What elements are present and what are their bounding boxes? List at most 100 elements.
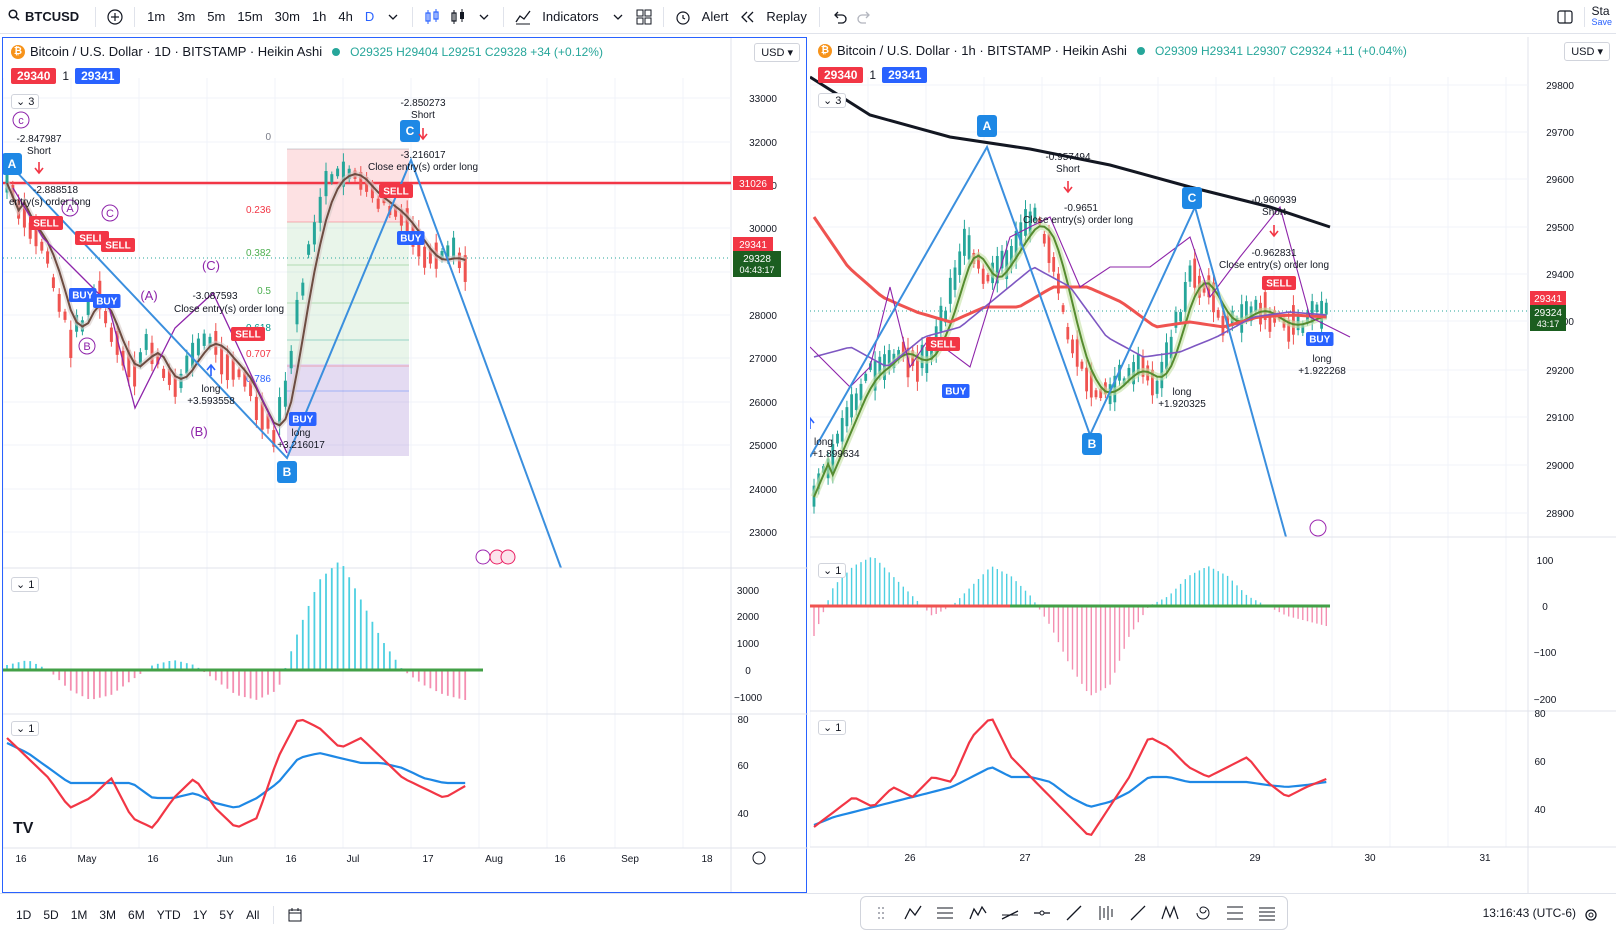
bars-pattern-icon[interactable] <box>1094 900 1118 926</box>
range-5y[interactable]: 5Y <box>219 908 235 922</box>
redo-icon[interactable] <box>852 4 878 30</box>
indicators-collapse-button[interactable]: ⌄ 3 <box>11 94 40 109</box>
rsi-collapse-button[interactable]: ⌄ 1 <box>11 721 40 736</box>
left-chart-canvas[interactable]: 3300032000310003000029000280002700026000… <box>3 38 808 892</box>
chevron-down-icon[interactable] <box>605 4 631 30</box>
candle-body <box>127 349 131 378</box>
interval-30m[interactable]: 30m <box>274 8 300 24</box>
rsi-collapse-button[interactable]: ⌄ 1 <box>818 720 847 735</box>
alarm-clock-icon[interactable] <box>670 4 696 30</box>
fib-level-label: 0.5 <box>257 286 271 297</box>
short-value-text: -0.957494 <box>1045 152 1090 163</box>
time-axis-label: May <box>78 854 97 865</box>
indicators-button[interactable]: Indicators <box>542 8 599 24</box>
short-label-text: Short <box>1056 164 1080 175</box>
lines-tool-icon[interactable] <box>933 900 957 926</box>
sell-signal-badge <box>926 337 960 351</box>
macd-axis-label: 2000 <box>737 612 760 623</box>
candle-body <box>237 369 241 378</box>
candle-body <box>1287 320 1291 342</box>
price-axis-label: 23000 <box>749 528 777 539</box>
replay-button[interactable]: Replay <box>766 8 807 24</box>
buy-signal-badge-text: BUY <box>96 297 117 308</box>
range-3m[interactable]: 3M <box>99 908 117 922</box>
candles-icon[interactable] <box>419 4 445 30</box>
price-axis-label: 28900 <box>1546 509 1574 520</box>
buy-price-button[interactable]: 29341 <box>75 68 121 84</box>
interval-d[interactable]: D <box>364 8 375 24</box>
currency-select[interactable]: USD ▾ <box>1564 42 1610 61</box>
account-area[interactable]: Sta Save <box>1591 5 1616 28</box>
right-chart-canvas[interactable]: 29800 29700 29600 29500 29400 29 30 0 29200 29100… <box>810 37 1616 893</box>
long-label-text: long <box>814 437 833 448</box>
fib-spiral-icon[interactable] <box>1191 900 1215 926</box>
fib-retracement-icon[interactable] <box>1223 900 1247 926</box>
undo-icon[interactable] <box>826 4 852 30</box>
range-all[interactable]: All <box>246 908 260 922</box>
sell-price-button[interactable]: 29340 <box>11 68 57 84</box>
range-1d[interactable]: 1D <box>16 908 32 922</box>
settings-gear-icon[interactable] <box>1578 902 1604 928</box>
calendar-icon[interactable] <box>282 902 308 928</box>
interval-4h[interactable]: 4h <box>338 8 353 24</box>
candle-body <box>850 394 853 418</box>
chevron-down-icon[interactable] <box>471 4 497 30</box>
alert-button[interactable]: Alert <box>701 8 729 24</box>
compare-add-icon[interactable] <box>102 4 128 30</box>
range-5d[interactable]: 5D <box>43 908 59 922</box>
pattern-tool-icon[interactable] <box>901 900 925 926</box>
rsi-axis-label: 60 <box>1534 757 1546 768</box>
indicators-collapse-button[interactable]: ⌄ 3 <box>818 93 847 108</box>
left-chart-pane[interactable]: 3300032000310003000029000280002700026000… <box>2 37 808 893</box>
save-label[interactable]: Save <box>1591 16 1612 27</box>
replay-icon[interactable] <box>734 4 760 30</box>
measure-line-icon[interactable] <box>1126 900 1150 926</box>
sub-count: 1 <box>835 722 842 734</box>
buy-signal-badge-text: BUY <box>292 415 313 426</box>
long-value-text: +3.593558 <box>187 396 235 407</box>
trendline-tool-icon[interactable] <box>998 900 1022 926</box>
chevron-down-icon[interactable] <box>380 4 406 30</box>
interval-15m[interactable]: 15m <box>237 8 263 24</box>
rsi-axis-label: 40 <box>1534 805 1546 816</box>
time-axis-label: 17 <box>422 854 434 865</box>
layout-icon[interactable] <box>1552 4 1578 30</box>
drag-handle-icon[interactable] <box>869 900 893 926</box>
candle-body <box>376 198 380 209</box>
utc-clock[interactable]: 13:16:43 (UTC-6) <box>1482 906 1576 920</box>
buy-signal-badge <box>942 384 970 398</box>
wave-c-box-text: C <box>1188 191 1197 205</box>
macd-collapse-button[interactable]: ⌄ 1 <box>818 563 847 578</box>
wave-circle <box>12 111 30 129</box>
interval-3m[interactable]: 3m <box>177 8 196 24</box>
symbol-search[interactable]: BTCUSD <box>0 9 89 24</box>
sell-price-button[interactable]: 29340 <box>818 67 864 83</box>
price-tag-resistance-text: 31026 <box>739 179 767 190</box>
candle-body <box>906 347 910 378</box>
rsi-line <box>813 718 1327 837</box>
fib-channel-icon[interactable] <box>1255 900 1279 926</box>
range-ytd[interactable]: YTD <box>156 908 181 922</box>
templates-icon[interactable] <box>631 4 657 30</box>
range-1m[interactable]: 1M <box>70 908 88 922</box>
price-tag-ask-text: 29341 <box>1534 294 1562 305</box>
candle-body <box>1141 356 1145 377</box>
interval-1m[interactable]: 1m <box>147 8 166 24</box>
ray-tool-icon[interactable] <box>1062 900 1086 926</box>
interval-1h[interactable]: 1h <box>311 8 327 24</box>
horizontal-line-icon[interactable] <box>1030 900 1054 926</box>
range-1y[interactable]: 1Y <box>192 908 208 922</box>
candle-body <box>916 354 919 382</box>
right-chart-pane[interactable]: 29800 29700 29600 29500 29400 29 30 0 29200 29100… <box>810 37 1616 893</box>
chart-type-icon[interactable] <box>445 4 471 30</box>
candle-body <box>840 418 844 442</box>
xabcd-pattern-icon[interactable] <box>1158 900 1182 926</box>
interval-5m[interactable]: 5m <box>207 8 226 24</box>
buy-price-button[interactable]: 29341 <box>882 67 928 83</box>
elliott-tool-icon[interactable] <box>965 900 989 926</box>
indicators-icon[interactable] <box>510 4 536 30</box>
currency-select[interactable]: USD ▾ <box>754 43 800 62</box>
time-axis-label: 27 <box>1019 853 1031 864</box>
range-6m[interactable]: 6M <box>128 908 145 922</box>
macd-collapse-button[interactable]: ⌄ 1 <box>11 577 40 592</box>
